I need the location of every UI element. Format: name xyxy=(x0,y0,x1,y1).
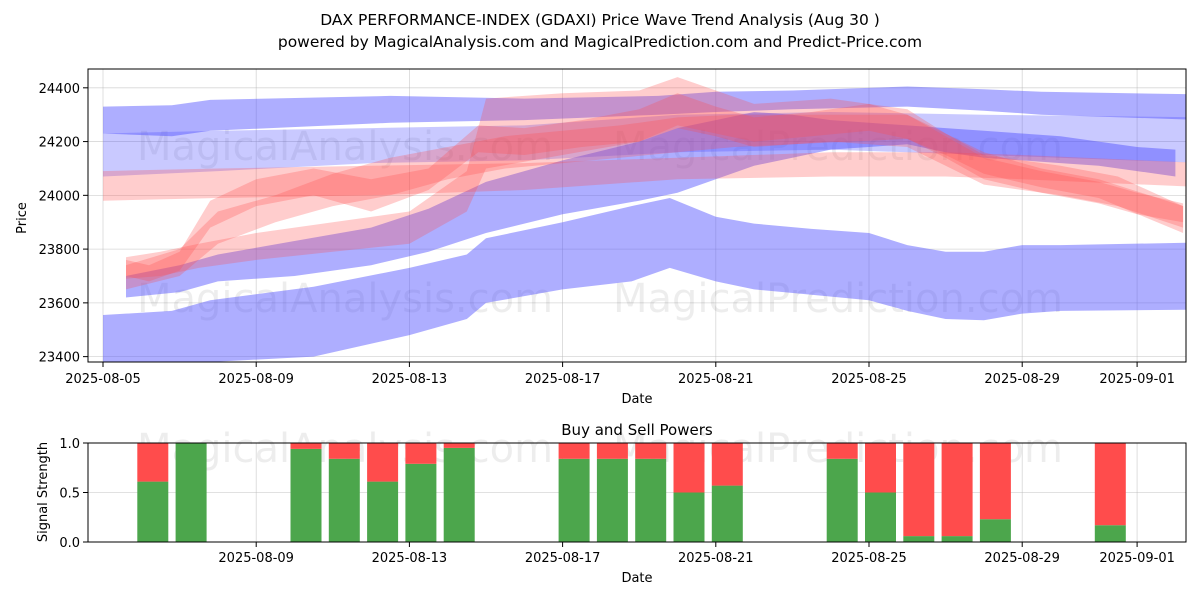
buy-bar xyxy=(137,481,169,542)
sell-bar xyxy=(979,443,1011,520)
power-y-tick-label: 0.5 xyxy=(59,487,80,502)
sell-bar xyxy=(826,443,858,459)
power-x-tick-label: 2025-08-17 xyxy=(525,551,601,566)
sell-bar xyxy=(596,443,628,459)
sell-bar xyxy=(711,443,743,486)
blue-band-1 xyxy=(103,198,1186,362)
price-y-tick-label: 24000 xyxy=(39,189,80,204)
buy-bar xyxy=(673,492,705,542)
sell-bar xyxy=(405,443,437,464)
price-plot-frame xyxy=(87,68,1187,363)
buy-bar xyxy=(443,447,475,542)
blue-band-0 xyxy=(103,86,1186,137)
watermark-analysis-mid: MagicalAnalysis.com xyxy=(137,276,553,322)
power-x-tick-label: 2025-08-21 xyxy=(678,551,754,566)
price-grid xyxy=(88,69,1186,362)
sell-bar xyxy=(290,443,322,449)
price-y-tick-label: 23400 xyxy=(39,351,80,366)
sell-bar xyxy=(558,443,590,459)
power-x-tick-label: 2025-08-29 xyxy=(984,551,1060,566)
price-bands xyxy=(103,77,1186,362)
price-x-label: Date xyxy=(621,392,652,407)
buy-bar xyxy=(328,458,360,542)
buy-bar xyxy=(1094,525,1126,542)
power-x-ticks: 2025-08-09 2025-08-13 2025-08-17 2025-08-21… xyxy=(218,542,1175,566)
price-watermarks: MagicalAnalysis.com MagicalPrediction.co… xyxy=(137,124,1063,322)
sell-bar xyxy=(137,443,169,482)
price-x-ticks: 2025-08-05 2025-08-09 2025-08-13 2025-08-17… xyxy=(65,362,1175,387)
price-x-tick-label: 2025-08-05 xyxy=(65,372,141,387)
price-x-tick-label: 2025-08-13 xyxy=(372,372,448,387)
watermark-analysis-top: MagicalAnalysis.com xyxy=(137,124,553,170)
price-y-tick-label: 24400 xyxy=(39,82,80,97)
buy-bar xyxy=(558,458,590,542)
red-band-0 xyxy=(126,93,1184,282)
red-band-2 xyxy=(126,114,1184,290)
price-x-tick-label: 2025-08-21 xyxy=(678,372,754,387)
price-x-tick-label: 2025-08-29 xyxy=(984,372,1060,387)
sell-bar xyxy=(673,443,705,493)
power-chart: Buy and Sell Powers MagicalAnalysis.com … xyxy=(36,421,1187,586)
price-x-tick-label: 2025-09-01 xyxy=(1099,372,1175,387)
price-y-tick-label: 24200 xyxy=(39,136,80,151)
price-x-tick-label: 2025-08-09 xyxy=(218,372,294,387)
buy-bar xyxy=(826,458,858,542)
chart-title: DAX PERFORMANCE-INDEX (GDAXI) Price Wave… xyxy=(320,11,880,29)
power-y-ticks: 0.0 0.5 1.0 xyxy=(59,437,88,551)
price-x-tick-label: 2025-08-17 xyxy=(525,372,601,387)
power-x-tick-label: 2025-09-01 xyxy=(1099,551,1175,566)
sell-bar xyxy=(443,443,475,448)
power-chart-title: Buy and Sell Powers xyxy=(561,421,713,439)
price-y-tick-label: 23600 xyxy=(39,297,80,312)
buy-bar xyxy=(979,519,1011,542)
buy-bar xyxy=(290,448,322,542)
sell-bar xyxy=(367,443,399,482)
buy-bar xyxy=(635,458,667,542)
buy-bar xyxy=(367,481,399,542)
red-band-3 xyxy=(103,152,1186,201)
buy-bar xyxy=(596,458,628,542)
buy-bar xyxy=(941,536,973,542)
power-x-tick-label: 2025-08-09 xyxy=(218,551,294,566)
price-y-ticks: 23400 23600 23800 24000 24200 24400 xyxy=(39,82,88,366)
power-x-tick-label: 2025-08-25 xyxy=(831,551,907,566)
buy-bar xyxy=(865,492,896,542)
watermark-prediction-top: MagicalPrediction.com xyxy=(613,124,1063,170)
sell-bar xyxy=(328,443,360,459)
sell-bar xyxy=(635,443,667,459)
blue-band-3 xyxy=(103,112,1186,177)
price-y-tick-label: 23800 xyxy=(39,243,80,258)
power-y-label: Signal Strength xyxy=(36,442,51,542)
price-chart: MagicalAnalysis.com MagicalPrediction.co… xyxy=(15,68,1187,407)
watermark-prediction-mid: MagicalPrediction.com xyxy=(613,276,1063,322)
sell-bar xyxy=(941,443,973,537)
buy-bar xyxy=(405,463,437,542)
buy-bar xyxy=(903,536,935,542)
sell-bar xyxy=(903,443,935,537)
red-band-1 xyxy=(126,77,1184,279)
power-x-label: Date xyxy=(621,571,652,586)
price-x-tick-label: 2025-08-25 xyxy=(831,372,907,387)
power-x-tick-label: 2025-08-13 xyxy=(372,551,448,566)
blue-band-2 xyxy=(126,112,1176,298)
buy-bar xyxy=(175,443,207,542)
power-bars xyxy=(137,443,1126,542)
buy-bar xyxy=(711,485,743,542)
power-y-tick-label: 0.0 xyxy=(59,536,80,551)
sell-bar xyxy=(865,443,896,493)
power-y-tick-label: 1.0 xyxy=(59,437,80,452)
chart-subtitle: powered by MagicalAnalysis.com and Magic… xyxy=(278,33,922,51)
price-y-label: Price xyxy=(15,202,30,234)
sell-bar xyxy=(1094,443,1126,526)
